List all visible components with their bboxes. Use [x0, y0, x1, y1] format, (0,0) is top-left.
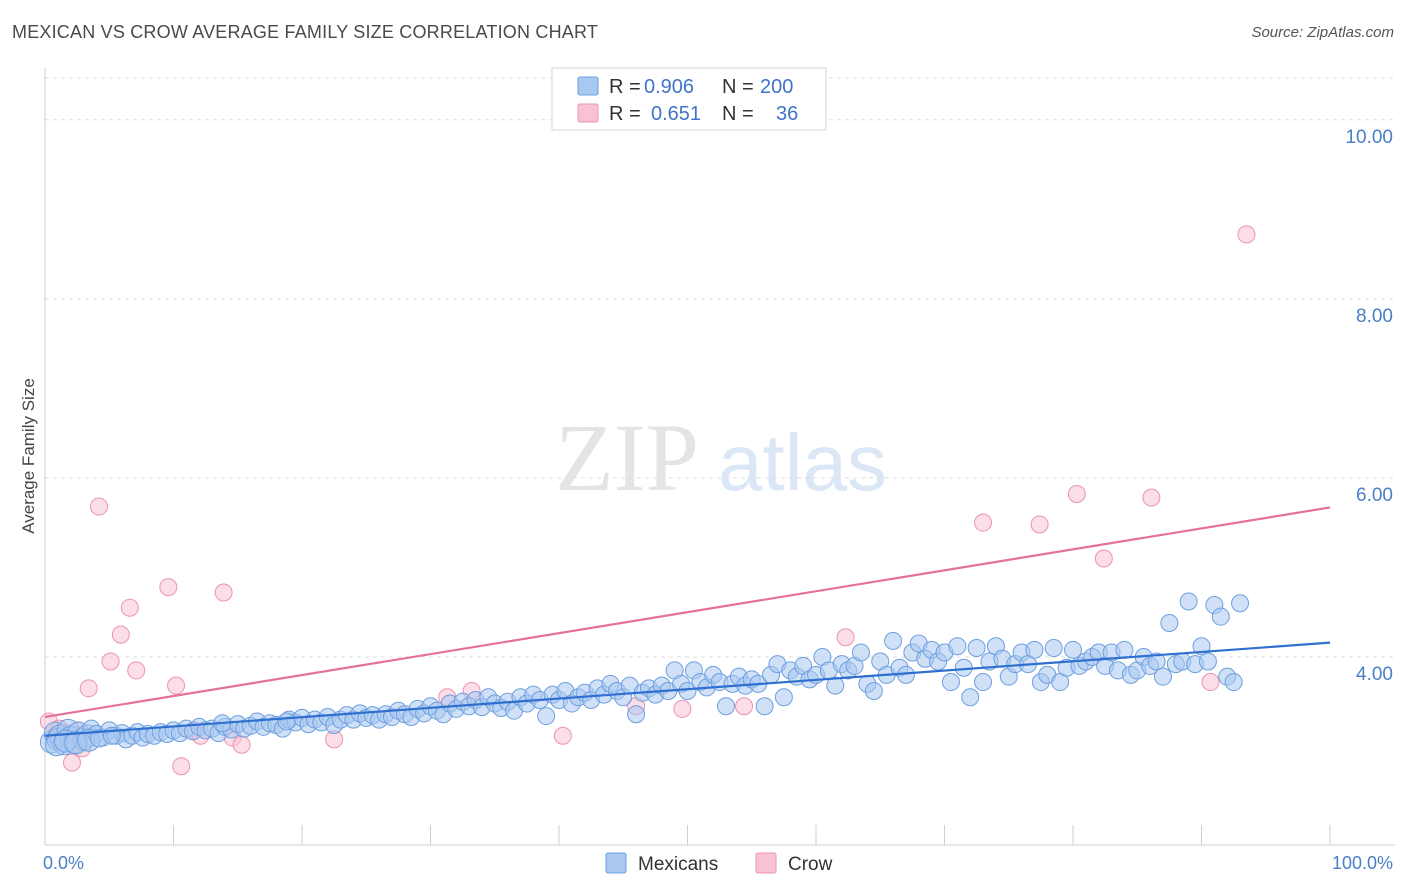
- mexicans-point: [948, 637, 967, 656]
- crow-point: [735, 697, 754, 716]
- crow-point: [974, 513, 993, 532]
- mexicans-point: [755, 697, 774, 716]
- mexicans-trend-line: [44, 641, 1331, 737]
- legend: R = 0.906 N = 200 R = 0.651 N = 36: [551, 67, 827, 131]
- crow-trend-line: [44, 506, 1331, 719]
- legend-swatch-mexicans: [577, 76, 599, 96]
- mexicans-point: [974, 673, 993, 692]
- crow-point: [1142, 488, 1161, 507]
- mexicans-point: [678, 682, 697, 700]
- mexicans-point: [1192, 637, 1211, 656]
- crow-point: [79, 679, 98, 698]
- mexicans-point: [1160, 613, 1179, 632]
- legend-r-value: 0.651: [651, 103, 701, 125]
- crow-point: [836, 628, 855, 647]
- y-tick-label: 4.00: [1356, 664, 1393, 685]
- mexicans-point: [967, 639, 986, 658]
- mexicans-point: [1179, 592, 1198, 611]
- legend-swatch-crow: [577, 103, 599, 123]
- crow-point: [172, 757, 191, 776]
- legend-r-value: 0.906: [644, 76, 694, 98]
- crow-point: [1237, 225, 1256, 244]
- mexicans-point: [884, 631, 903, 650]
- mexicans-point: [1153, 667, 1172, 686]
- mexicans-point: [537, 707, 556, 726]
- chart-title: MEXICAN VS CROW AVERAGE FAMILY SIZE CORR…: [12, 22, 599, 42]
- crow-point: [232, 735, 251, 754]
- y-tick-label: 10.00: [1345, 127, 1393, 148]
- mexicans-point: [851, 643, 870, 662]
- mexicans-point: [717, 697, 736, 716]
- mexicans-point: [1231, 594, 1250, 613]
- mexicans-point: [1147, 652, 1166, 671]
- legend-n-value: 200: [760, 76, 793, 98]
- crow-point: [1201, 673, 1220, 692]
- mexicans-point: [774, 688, 793, 707]
- mexicans-point: [864, 682, 883, 700]
- legend-r-label: R =: [609, 76, 641, 98]
- mexicans-point: [1198, 652, 1217, 671]
- legend-n-value: 36: [776, 103, 798, 125]
- tick-labels: 4.00 6.00 8.00 10.00 0.0% 100.0%: [43, 127, 1393, 873]
- mexicans-series: [39, 592, 1250, 757]
- mexicans-point: [961, 688, 980, 707]
- axes: [44, 68, 1395, 846]
- crow-point: [127, 661, 146, 680]
- x-tick-label: 0.0%: [43, 853, 84, 873]
- mexicans-point: [1064, 640, 1082, 659]
- mexicans-point: [1044, 639, 1063, 658]
- crow-point: [1030, 515, 1049, 534]
- crow-point: [553, 726, 572, 745]
- crow-point: [1094, 549, 1113, 568]
- mexicans-point: [1025, 640, 1044, 659]
- y-axis-label: Average Family Size: [19, 378, 38, 534]
- watermark-atlas: atlas: [718, 418, 887, 507]
- crow-point: [214, 583, 233, 602]
- crow-point: [120, 598, 139, 617]
- crow-point: [89, 497, 108, 516]
- legend-n-label: N =: [722, 103, 754, 125]
- bottom-legend-label-mexicans: Mexicans: [638, 854, 718, 875]
- crow-point: [167, 676, 186, 695]
- mexicans-point: [277, 712, 296, 731]
- bottom-legend: Mexicans Crow: [605, 852, 833, 875]
- mexicans-point: [1211, 607, 1230, 626]
- source-label: Source: ZipAtlas.com: [1251, 24, 1394, 41]
- crow-point: [111, 625, 130, 644]
- mexicans-point: [627, 705, 646, 724]
- bottom-legend-swatch-mexicans: [605, 852, 627, 874]
- watermark-zip: ZIP: [555, 404, 699, 511]
- y-tick-label: 8.00: [1356, 306, 1393, 327]
- legend-n-label: N =: [722, 76, 754, 98]
- trend-lines: [44, 506, 1331, 737]
- mexicans-point: [1115, 640, 1134, 659]
- mexicans-point: [826, 676, 845, 695]
- crow-point: [1067, 485, 1086, 504]
- y-tick-label: 6.00: [1356, 485, 1393, 506]
- bottom-legend-label-crow: Crow: [788, 854, 833, 875]
- mexicans-point: [1224, 673, 1243, 692]
- crow-point: [673, 699, 692, 718]
- crow-point: [62, 753, 81, 772]
- x-tick-label: 100.0%: [1332, 853, 1393, 873]
- legend-r-label: R =: [609, 103, 641, 125]
- crow-point: [101, 652, 120, 671]
- crow-point: [159, 578, 178, 597]
- mexicans-point: [941, 673, 960, 692]
- grid-lines: [45, 77, 1395, 658]
- bottom-legend-swatch-crow: [755, 852, 777, 874]
